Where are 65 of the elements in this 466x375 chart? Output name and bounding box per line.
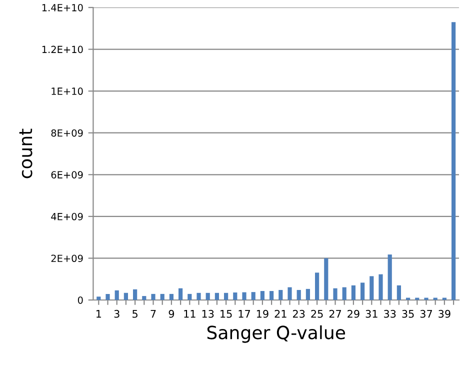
bar — [360, 282, 365, 300]
bar — [96, 296, 101, 300]
bar — [196, 292, 201, 300]
bar — [233, 292, 238, 300]
bar — [106, 294, 110, 300]
x-tick-label: 31 — [366, 310, 378, 318]
bar — [370, 276, 374, 300]
bar — [324, 258, 328, 300]
bar — [124, 292, 128, 300]
bar — [351, 285, 356, 300]
bar — [315, 272, 320, 300]
bar — [306, 288, 310, 300]
y-tick-label: 1.4E+10 — [42, 4, 83, 12]
bar — [224, 292, 228, 300]
y-tick-label: 0 — [78, 296, 83, 304]
x-tick-label: 19 — [256, 310, 268, 318]
bar — [160, 294, 164, 300]
x-tick-label: 5 — [132, 310, 138, 318]
bar — [214, 292, 220, 300]
x-tick-label: 25 — [311, 310, 323, 318]
bar — [169, 294, 174, 300]
bar — [251, 292, 256, 300]
bar — [388, 254, 392, 300]
bar — [260, 291, 265, 300]
bar — [178, 288, 183, 300]
bar — [270, 291, 274, 300]
x-tick-label: 9 — [168, 310, 174, 318]
y-tick-label: 4E+09 — [51, 212, 83, 220]
y-tick-label: 2E+09 — [51, 254, 83, 262]
x-tick-label: 3 — [114, 310, 120, 318]
bar — [452, 22, 456, 300]
x-tick-label: 23 — [292, 310, 305, 318]
x-tick-label: 11 — [184, 310, 196, 318]
bar — [114, 290, 119, 300]
bar — [296, 290, 301, 300]
bar — [278, 290, 283, 300]
bar — [142, 296, 146, 300]
bar — [188, 294, 192, 300]
x-tick-label: 35 — [402, 310, 414, 318]
bar — [342, 287, 346, 300]
bar — [242, 292, 246, 300]
bar — [333, 288, 338, 300]
x-tick-label: 7 — [150, 310, 156, 318]
bar — [396, 285, 401, 300]
x-tick-label: 1 — [96, 310, 102, 318]
x-tick-label: 21 — [274, 310, 286, 318]
x-tick-label: 33 — [384, 310, 396, 318]
x-tick-label: 15 — [220, 310, 232, 318]
y-tick-label: 6E+09 — [51, 171, 83, 178]
bar — [288, 287, 292, 300]
x-tick-label: 29 — [348, 310, 360, 318]
x-tick-label: 13 — [202, 310, 214, 318]
y-tick-label: 8E+09 — [51, 129, 83, 137]
x-tick-label: 39 — [438, 310, 450, 318]
x-tick-label: 27 — [329, 310, 341, 318]
x-tick-label: 37 — [420, 310, 432, 318]
bar — [151, 294, 156, 300]
y-tick-label: 1E+10 — [52, 88, 83, 95]
x-tick-label: 17 — [238, 310, 250, 318]
bar — [206, 292, 210, 300]
y-axis-title: count — [19, 128, 32, 178]
y-tick-label: 1.2E+10 — [42, 46, 83, 54]
bar — [133, 289, 138, 300]
bar — [378, 274, 383, 300]
x-axis-title: Sanger Q-value — [207, 325, 346, 343]
